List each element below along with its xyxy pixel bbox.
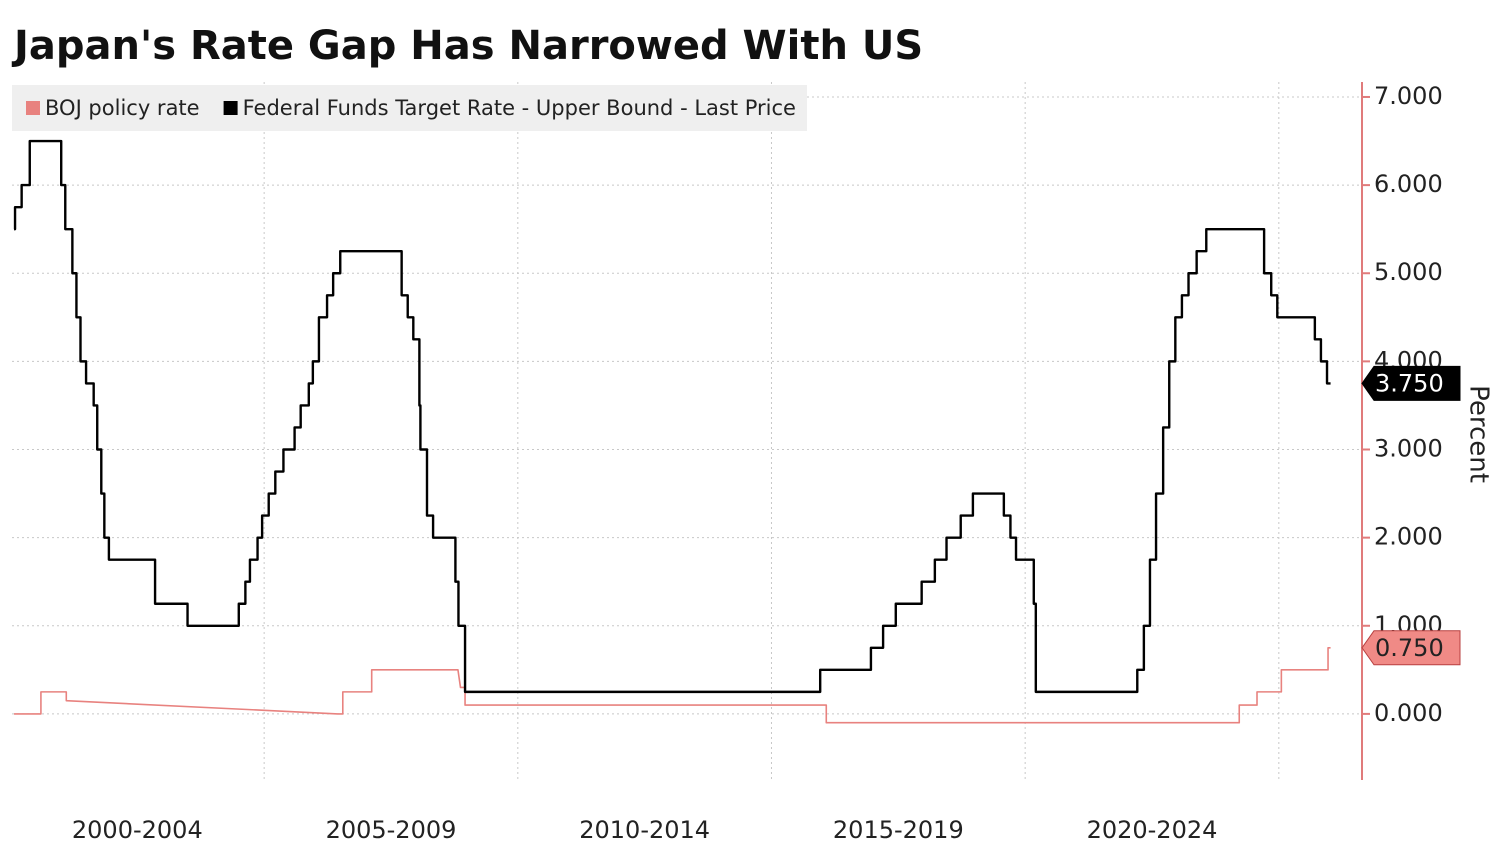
y-tick-label: 6.000 <box>1374 170 1443 198</box>
last-value-tag <box>1361 630 1461 666</box>
y-tick-label: 5.000 <box>1374 258 1443 286</box>
series-line <box>13 139 1331 694</box>
y-tick-label: 3.000 <box>1374 435 1443 463</box>
x-tick-label: 2020-2024 <box>1087 816 1218 844</box>
last-value-label: 3.750 <box>1375 369 1444 397</box>
y-tick-label: 2.000 <box>1374 523 1443 551</box>
y-tick-label: 0.000 <box>1374 699 1443 727</box>
grid <box>12 82 1362 780</box>
x-tick-label: 2005-2009 <box>326 816 457 844</box>
y-axis-title: Percent <box>1464 385 1494 483</box>
last-value-label: 0.750 <box>1375 634 1444 662</box>
series-line <box>14 647 1331 724</box>
x-tick-label: 2015-2019 <box>833 816 964 844</box>
plot <box>13 139 1331 724</box>
legend-box <box>12 85 807 131</box>
y-tick-label: 7.000 <box>1374 82 1443 110</box>
last-value-tag <box>1361 365 1461 401</box>
legend-swatch <box>223 101 238 115</box>
legend-label: BOJ policy rate <box>45 96 200 120</box>
chart-title: Japan's Rate Gap Has Narrowed With US <box>11 23 923 69</box>
x-tick-label: 2010-2014 <box>579 816 710 844</box>
legend: BOJ policy rate Federal Funds Target Rate… <box>26 96 796 120</box>
legend-swatch <box>26 101 40 115</box>
x-tick-label: 2000-2004 <box>72 816 203 844</box>
legend-label: Federal Funds Target Rate - Upper Bound … <box>243 96 796 120</box>
